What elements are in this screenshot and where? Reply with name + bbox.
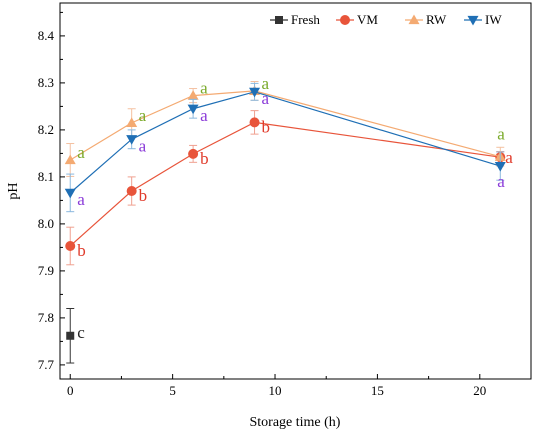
significance-letter: a (139, 136, 147, 155)
y-tick-label: 8.2 (38, 122, 54, 137)
data-point (187, 104, 199, 115)
significance-letter: b (200, 149, 209, 168)
data-point (249, 117, 260, 128)
y-axis: 7.7 7.8 7.9 8.0 8.1 8.2 8.3 8.4 (38, 11, 65, 372)
significance-letter: a (497, 172, 505, 191)
significance-letter: a (77, 143, 85, 162)
legend-marker (275, 16, 283, 24)
significance-letter: a (262, 74, 270, 93)
significance-letter: b (139, 186, 148, 205)
x-tick-label: 5 (169, 383, 176, 398)
data-point (65, 240, 76, 251)
series-layer (64, 80, 506, 364)
legend-item-rw: RW (405, 12, 447, 27)
legend-item-vm: VM (336, 12, 378, 27)
significance-letter: c (77, 323, 85, 342)
data-point (188, 148, 199, 159)
y-tick-label: 8.4 (38, 28, 55, 43)
data-point (126, 117, 138, 127)
data-point (187, 90, 199, 100)
legend-label: Fresh (291, 12, 320, 27)
series-vm (65, 110, 506, 266)
significance-letter: a (139, 106, 147, 125)
plot-frame (59, 2, 532, 380)
x-axis: 0 5 10 15 20 (67, 374, 486, 398)
legend-item-fresh: Fresh (270, 12, 320, 27)
significance-letter: b (262, 117, 271, 136)
significance-letter: b (77, 241, 86, 260)
legend-label: RW (426, 12, 447, 27)
significance-letter: a (505, 148, 513, 167)
legend-label: IW (485, 12, 502, 27)
x-tick-label: 15 (371, 383, 384, 398)
y-tick-label: 8.1 (38, 169, 54, 184)
x-tick-label: 20 (473, 383, 486, 398)
series-line (69, 121, 501, 247)
significance-letter: a (200, 79, 208, 98)
legend-marker (467, 15, 479, 26)
data-point (66, 331, 75, 340)
legend: Fresh VM RW IW (270, 12, 502, 27)
x-tick-label: 0 (67, 383, 74, 398)
data-point (249, 87, 261, 98)
series-fresh (66, 308, 75, 364)
significance-letter: a (77, 190, 85, 209)
x-tick-label: 10 (269, 383, 282, 398)
legend-item-iw: IW (464, 12, 502, 27)
significance-letter: a (497, 125, 505, 144)
series-rw (64, 80, 506, 177)
x-axis-title: Storage time (h) (250, 415, 341, 430)
data-point (126, 186, 137, 196)
series-iw (64, 82, 506, 213)
y-tick-label: 8.0 (38, 216, 54, 231)
significance-letter: a (262, 89, 270, 108)
series-line (69, 91, 501, 194)
legend-label: VM (357, 12, 378, 27)
data-point (126, 135, 138, 145)
legend-marker (340, 15, 350, 25)
y-tick-label: 8.3 (38, 75, 54, 90)
data-point (64, 154, 76, 165)
y-tick-label: 7.8 (38, 310, 54, 325)
y-tick-label: 7.9 (38, 263, 54, 278)
y-tick-label: 7.7 (38, 357, 55, 372)
legend-marker (408, 14, 420, 25)
data-point (494, 161, 506, 172)
y-axis-title: pH (6, 182, 21, 199)
significance-letter: a (200, 106, 208, 125)
data-point (64, 188, 76, 199)
